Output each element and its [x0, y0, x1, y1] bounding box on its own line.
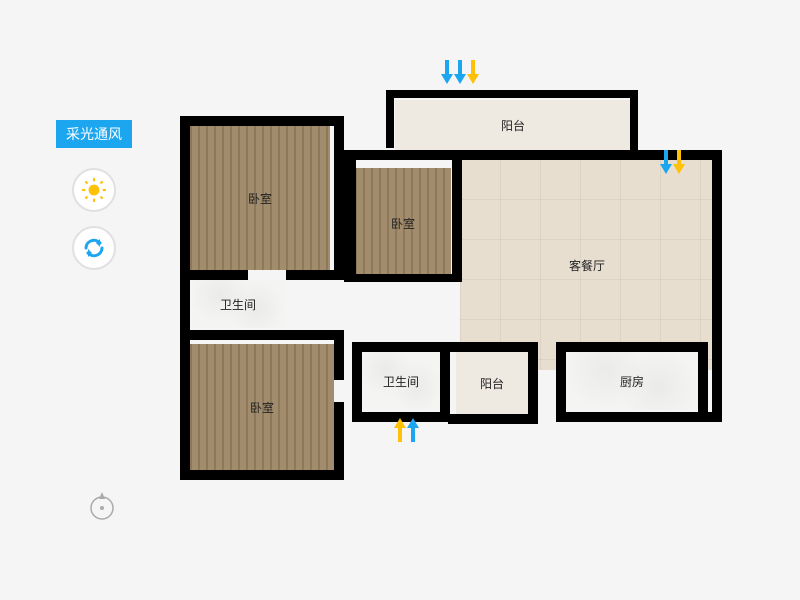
wall: [344, 274, 460, 282]
room-label-bath_nw: 卫生间: [220, 296, 256, 313]
room-label-bath_s: 卫生间: [383, 373, 419, 390]
yellow-arrow-up: [394, 418, 406, 442]
wall: [344, 150, 460, 160]
room-kitchen: 厨房: [566, 352, 698, 410]
room-bedroom_mid: 卧室: [355, 168, 451, 278]
yellow-arrow-down: [673, 150, 685, 174]
room-label-balcony_top: 阳台: [501, 117, 525, 134]
wall: [556, 342, 566, 420]
wall: [352, 342, 362, 420]
blue-arrow-down: [441, 60, 453, 84]
sun-icon: [81, 177, 107, 203]
floorplan: 阳台卧室卧室客餐厅卫生间卧室卫生间阳台厨房: [160, 90, 740, 520]
wall: [386, 90, 394, 148]
room-label-living: 客餐厅: [569, 257, 605, 274]
wall: [528, 342, 538, 424]
wall: [440, 342, 450, 420]
wall: [180, 470, 344, 480]
room-bath_s: 卫生间: [362, 352, 440, 410]
room-bath_nw: 卫生间: [192, 280, 284, 328]
room-bedroom_nw: 卧室: [190, 126, 330, 270]
wall: [286, 270, 344, 280]
room-label-bedroom_nw: 卧室: [248, 190, 272, 207]
room-label-bedroom_mid: 卧室: [391, 215, 415, 232]
room-living: 客餐厅: [460, 160, 714, 370]
wall: [630, 90, 638, 150]
wall: [180, 116, 340, 126]
room-label-kitchen: 厨房: [620, 373, 644, 390]
sidebar-label: 采光通风: [56, 120, 132, 148]
room-balcony_top: 阳台: [395, 100, 631, 150]
sun-button[interactable]: [72, 168, 116, 212]
blue-arrow-down: [454, 60, 466, 84]
room-label-bedroom_sw: 卧室: [250, 399, 274, 416]
room-balcony_s: 阳台: [456, 352, 528, 414]
wall: [556, 342, 706, 352]
yellow-arrow-down: [467, 60, 479, 84]
wall: [448, 342, 536, 352]
wall: [334, 402, 344, 480]
compass-icon: [86, 490, 118, 522]
sidebar: 采光通风: [56, 120, 132, 284]
wall: [180, 270, 248, 280]
wall: [180, 330, 344, 340]
blue-arrow-down: [660, 150, 672, 174]
wall: [452, 150, 462, 282]
refresh-button[interactable]: [72, 226, 116, 270]
wall: [334, 116, 344, 280]
wall: [698, 342, 708, 420]
room-bedroom_sw: 卧室: [190, 344, 334, 470]
wall: [352, 342, 448, 352]
wall: [344, 150, 356, 280]
refresh-icon: [82, 236, 106, 260]
wall: [712, 150, 722, 422]
room-label-balcony_s: 阳台: [480, 375, 504, 392]
wall: [180, 116, 190, 476]
blue-arrow-up: [407, 418, 419, 442]
wall: [448, 414, 536, 424]
wall: [386, 90, 638, 98]
